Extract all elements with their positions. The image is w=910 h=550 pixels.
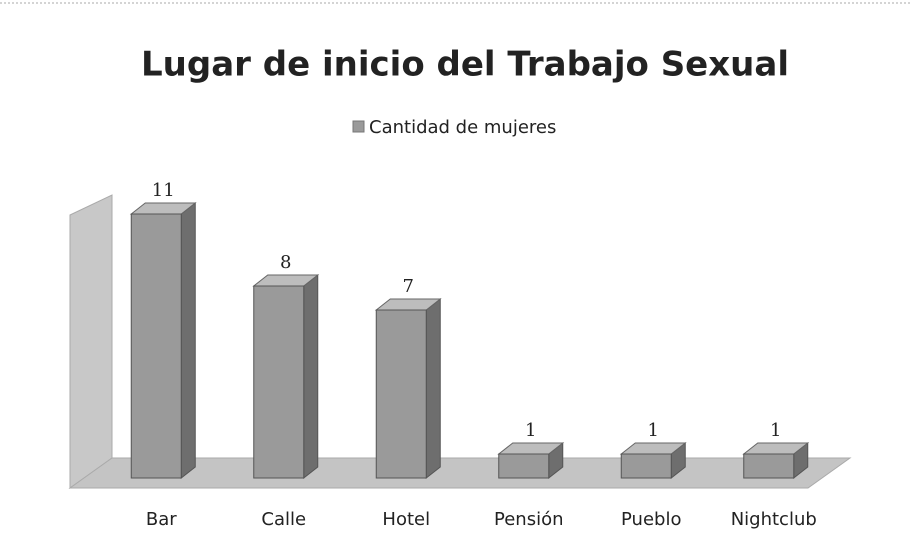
data-label: 1 [648,420,659,441]
x-tick-label: Bar [146,509,177,530]
data-label: 1 [770,420,781,441]
x-tick-label: Calle [261,509,306,530]
bar [253,285,305,479]
legend-label: Cantidad de mujeres [369,117,556,138]
x-tick-label: Nightclub [731,509,817,530]
bar-side [303,273,319,480]
x-tick-label: Pueblo [621,509,681,530]
data-label: 1 [525,420,536,441]
x-tick-label: Pensión [494,509,564,530]
data-label: 7 [403,276,414,297]
chart-title: Lugar de inicio del Trabajo Sexual [141,45,789,85]
back-wall [69,194,113,489]
data-label: 8 [280,252,291,273]
bar [743,453,795,479]
bar [375,309,427,479]
x-tick-label: Hotel [382,509,430,530]
bar [498,453,550,479]
bar [130,213,182,479]
bar-side [425,297,441,480]
bar [620,453,672,479]
bar-side [180,201,196,480]
data-label: 11 [152,180,175,201]
legend-swatch [352,120,365,133]
